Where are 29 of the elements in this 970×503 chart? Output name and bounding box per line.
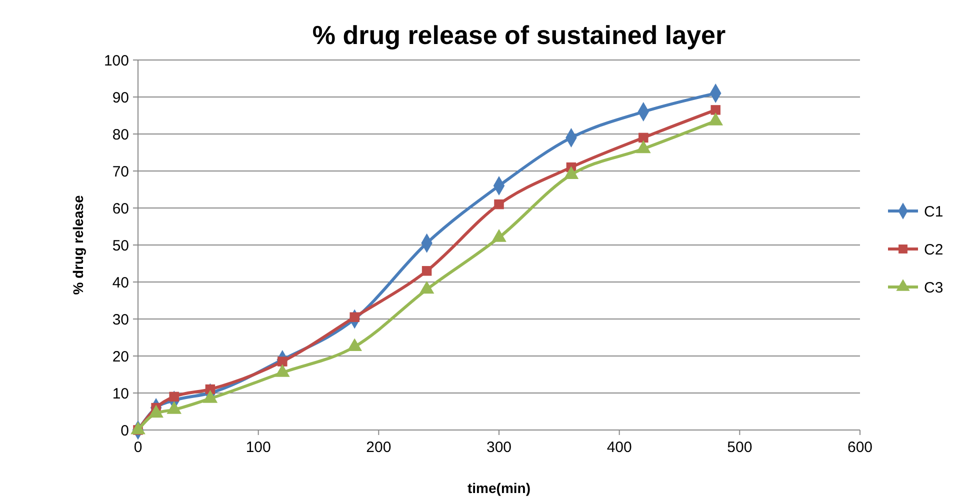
x-tick-label: 200	[366, 439, 392, 456]
y-tick-label: 60	[112, 200, 129, 218]
x-tick-label: 0	[134, 439, 142, 456]
legend-label: C3	[924, 279, 944, 296]
x-tick-label: 500	[727, 439, 752, 456]
y-tick-label: 0	[120, 422, 129, 440]
y-tick-label: 50	[112, 237, 129, 254]
y-tick-label: 90	[112, 89, 129, 106]
y-axis-title: % drug release	[70, 194, 86, 295]
y-tick-label: 20	[112, 348, 129, 366]
point	[422, 266, 432, 276]
legend-label: C2	[924, 241, 944, 258]
y-tick-label: 30	[112, 311, 129, 328]
x-tick-label: 400	[606, 439, 632, 456]
y-tick-label: 80	[112, 126, 129, 144]
legend-label: C1	[924, 203, 944, 220]
point	[169, 392, 179, 402]
point	[494, 199, 504, 210]
x-tick-label: 100	[246, 439, 271, 456]
x-axis-title: time(min)	[468, 480, 530, 496]
point	[710, 105, 720, 115]
y-tick-label: 100	[104, 52, 129, 70]
y-tick-label: 70	[112, 163, 129, 180]
point	[638, 132, 648, 143]
chart-title: % drug release of sustained layer	[312, 20, 726, 50]
y-tick-label: 10	[112, 385, 129, 402]
x-tick-label: 600	[847, 439, 873, 456]
y-tick-label: 40	[112, 274, 129, 292]
x-tick-label: 300	[486, 439, 512, 456]
